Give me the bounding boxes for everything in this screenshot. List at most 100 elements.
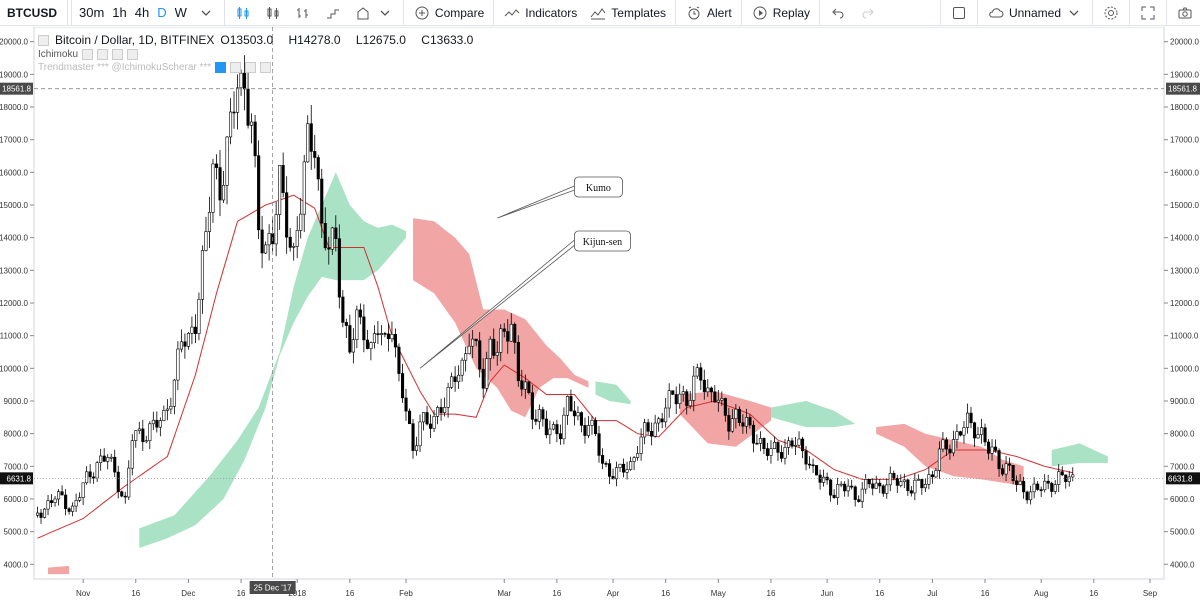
candle-down xyxy=(316,157,320,180)
bullish-cloud xyxy=(1051,443,1108,467)
candle-up xyxy=(783,447,787,459)
candle-up xyxy=(42,508,47,518)
candle-down xyxy=(120,491,124,497)
square-icon xyxy=(950,4,968,22)
chart-type-hollow[interactable] xyxy=(258,0,288,26)
snapshot-button[interactable] xyxy=(1170,0,1200,26)
candle-up xyxy=(899,481,903,486)
indicators-button[interactable]: Indicators xyxy=(497,0,583,26)
interval-4h[interactable]: 4h xyxy=(134,4,150,20)
candle-down xyxy=(425,412,429,425)
house-chart-icon xyxy=(354,4,372,22)
interval-dropdown[interactable] xyxy=(191,0,221,26)
y-tick-label-left: 11000.0 xyxy=(0,332,29,341)
candle-up xyxy=(864,478,868,490)
collapse-icon[interactable] xyxy=(38,34,49,46)
candle-up xyxy=(657,418,661,424)
candle-down xyxy=(776,441,780,453)
interval-1h[interactable]: 1h xyxy=(112,4,127,20)
symbol-title[interactable]: Bitcoin / Dollar, 1D, BITFINEX xyxy=(55,33,215,47)
eye-icon[interactable] xyxy=(82,49,94,60)
more-icon[interactable] xyxy=(260,62,272,73)
more-icon[interactable] xyxy=(127,49,139,60)
candle-up xyxy=(390,333,394,340)
candle-up xyxy=(239,72,243,89)
interval-30m[interactable]: 30m xyxy=(79,4,105,20)
candle-up xyxy=(274,214,278,245)
callout-pointer xyxy=(497,185,579,219)
chart-type-bars[interactable] xyxy=(288,0,318,26)
candle-up xyxy=(46,500,50,510)
settings-icon[interactable] xyxy=(230,62,242,73)
candle-down xyxy=(516,341,520,381)
indicator-ichimoku[interactable]: Ichimoku xyxy=(38,49,485,60)
indicator-trendmaster[interactable]: Trendmaster *** @IchimokuScherar *** xyxy=(38,62,485,73)
candle-up xyxy=(295,230,299,247)
replay-button[interactable]: Replay xyxy=(745,0,816,26)
x-tick-label: 16 xyxy=(552,589,561,598)
templates-button[interactable]: Templates xyxy=(583,0,672,26)
candle-up xyxy=(822,476,826,483)
interval-d[interactable]: D xyxy=(157,4,167,20)
interval-w[interactable]: W xyxy=(174,4,187,20)
settings-icon[interactable] xyxy=(97,49,109,60)
candle-down xyxy=(393,333,398,348)
candle-up xyxy=(229,111,233,138)
candle-down xyxy=(1000,468,1005,475)
candle-up xyxy=(941,439,945,450)
y-tick-label-right: 17000.0 xyxy=(1170,136,1199,145)
expand-button[interactable] xyxy=(1133,0,1163,26)
annotations[interactable]: Kumo Kijun-sen xyxy=(419,176,631,369)
candle-down xyxy=(404,397,408,412)
candle-up xyxy=(888,472,892,486)
candle-up xyxy=(923,483,927,489)
candle-up xyxy=(35,512,40,516)
candle-down xyxy=(218,167,222,201)
compare-button[interactable]: Compare xyxy=(407,0,490,26)
candle-up xyxy=(190,326,194,334)
layout-menu[interactable]: Unnamed xyxy=(981,0,1089,26)
candle-up xyxy=(965,412,970,428)
candle-up xyxy=(692,375,696,401)
settings-button[interactable] xyxy=(1096,0,1126,26)
candle-up xyxy=(95,462,99,479)
undo-button[interactable] xyxy=(823,0,853,26)
x-tick-label: 16 xyxy=(981,589,990,598)
candle-down xyxy=(593,419,598,434)
candle-down xyxy=(611,476,615,480)
candle-down xyxy=(800,438,805,452)
candle-down xyxy=(386,333,391,339)
price-chart[interactable]: 4000.0 4000.0 5000.0 5000.0 6000.0 6000.0 7000… xyxy=(0,27,1200,609)
candle-up xyxy=(706,387,710,393)
candle-up xyxy=(278,165,282,215)
alert-button[interactable]: Alert xyxy=(679,0,738,26)
y-tick-label-right: 10000.0 xyxy=(1170,364,1199,373)
last-price-tag-right: 6631.8 xyxy=(1168,474,1193,483)
chart-type-heikin[interactable] xyxy=(318,0,348,26)
candle-up xyxy=(267,233,271,246)
x-tick-label: May xyxy=(711,589,726,598)
candle-up xyxy=(379,333,384,335)
candle-down xyxy=(555,424,559,435)
candle-down xyxy=(215,163,219,168)
candle-up xyxy=(471,338,475,347)
close-icon[interactable] xyxy=(245,62,257,73)
eye-icon[interactable] xyxy=(215,62,227,73)
candles-icon xyxy=(234,4,252,22)
candle-up xyxy=(955,431,959,440)
redo-button[interactable] xyxy=(853,0,883,26)
symbol-search[interactable]: BTCUSD xyxy=(0,0,68,26)
replay-label: Replay xyxy=(772,5,811,20)
open-value: 13503.0 xyxy=(229,33,274,47)
chart-type-candles[interactable] xyxy=(228,0,258,26)
y-tick-label-right: 8000.0 xyxy=(1170,430,1195,439)
candle-down xyxy=(67,508,71,512)
low-value: 12675.0 xyxy=(362,33,406,47)
candle-down xyxy=(930,474,935,478)
close-icon[interactable] xyxy=(112,49,124,60)
chart-type-area[interactable] xyxy=(348,0,400,26)
fullscreen-toggle[interactable] xyxy=(944,0,974,26)
candle-up xyxy=(499,328,503,353)
candle-down xyxy=(790,440,794,447)
candle-down xyxy=(572,410,577,417)
